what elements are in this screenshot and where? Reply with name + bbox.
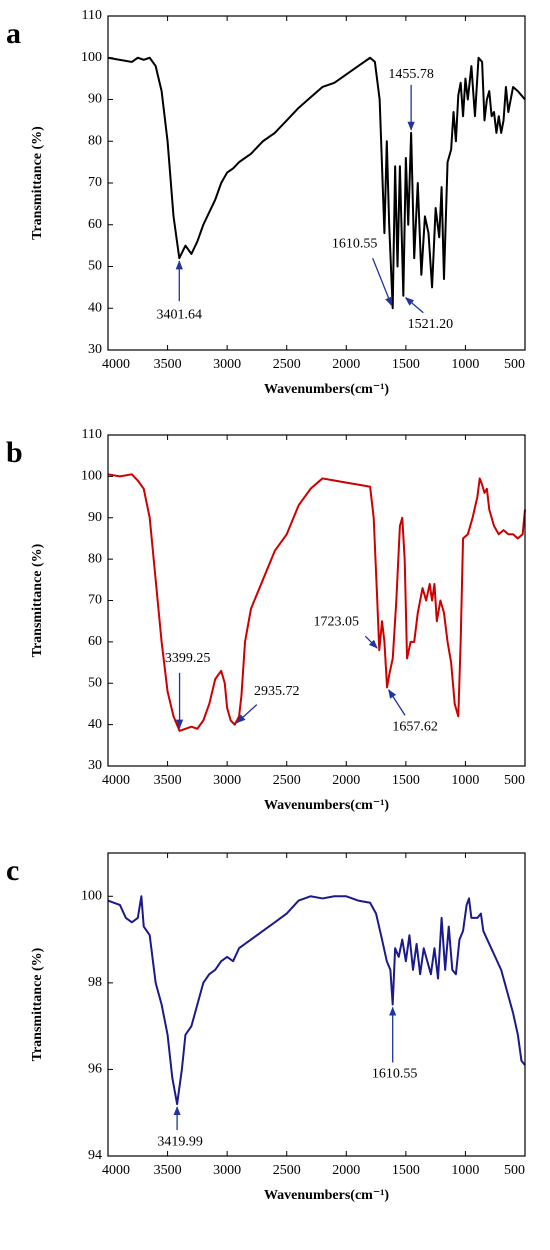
y-tick-label: 50	[88, 259, 102, 274]
spectrum-line	[107, 895, 526, 1106]
y-tick-label: 110	[82, 8, 102, 23]
y-tick-label: 30	[88, 758, 102, 773]
y-tick-label: 98	[88, 975, 102, 990]
y-tick-label: 30	[88, 342, 102, 357]
x-tick-label: 2000	[332, 773, 360, 788]
x-tick-label: 4000	[102, 357, 130, 372]
annotation-label: 2935.72	[254, 684, 300, 699]
x-tick-label: 1500	[392, 357, 420, 372]
y-axis-label: Transmittance (%)	[30, 126, 45, 240]
annotation-label: 3401.64	[157, 307, 203, 322]
x-tick-label: 1000	[451, 773, 479, 788]
spectrum-line	[107, 56, 526, 310]
annotation-label: 3399.25	[165, 651, 211, 666]
x-tick-label: 1000	[451, 357, 479, 372]
x-axis-label: Wavenumbers(cm⁻¹)	[264, 798, 389, 813]
annotation-label: 1657.62	[392, 720, 438, 735]
y-tick-label: 110	[82, 427, 102, 442]
y-tick-label: 80	[88, 133, 102, 148]
x-tick-label: 500	[504, 357, 525, 372]
annotation-arrow	[364, 635, 378, 649]
x-axis-label: Wavenumbers(cm⁻¹)	[264, 1188, 389, 1203]
x-tick-label: 3500	[154, 357, 182, 372]
plot-frame	[107, 852, 526, 1157]
y-axis-label: Transmittance (%)	[30, 543, 45, 657]
y-tick-label: 94	[88, 1148, 102, 1163]
x-tick-label: 2000	[332, 1163, 360, 1178]
annotation-label: 1521.20	[408, 317, 454, 332]
panel: 4000 3500 3000 2500 2000 1500 1000 500 94 96 98 100…	[6, 852, 526, 1203]
x-tick-label: 2500	[273, 1163, 301, 1178]
y-tick-label: 40	[88, 300, 102, 315]
y-tick-label: 80	[88, 551, 102, 566]
annotation-arrow	[388, 689, 406, 716]
x-tick-label: 3000	[213, 357, 241, 372]
y-tick-label: 60	[88, 634, 102, 649]
panel-label: c	[6, 854, 19, 887]
x-tick-label: 500	[504, 1163, 525, 1178]
annotation-arrow	[404, 297, 424, 314]
annotation-arrow	[372, 258, 393, 307]
y-tick-label: 100	[81, 50, 102, 65]
x-tick-label: 3000	[213, 773, 241, 788]
x-tick-label: 4000	[102, 773, 130, 788]
y-tick-label: 50	[88, 675, 102, 690]
annotation-label: 1723.05	[314, 614, 360, 629]
y-tick-label: 40	[88, 717, 102, 732]
x-tick-label: 1500	[392, 1163, 420, 1178]
x-tick-label: 2000	[332, 357, 360, 372]
panel: 4000 3500 3000 2500 2000 1500 1000 500 30 40 50 60 7…	[6, 427, 526, 813]
panel-label: b	[6, 436, 23, 469]
spectrum-line	[107, 473, 526, 732]
annotation-label: 1610.55	[332, 236, 378, 251]
panel: 4000 3500 3000 2500 2000 1500 1000 500 30 40 50 60 7…	[6, 8, 526, 397]
y-tick-label: 90	[88, 510, 102, 525]
annotation-label: 1610.55	[372, 1067, 418, 1082]
x-tick-label: 1500	[392, 773, 420, 788]
y-tick-label: 100	[81, 889, 102, 904]
annotation-label: 1455.78	[388, 67, 434, 82]
x-tick-label: 2500	[273, 357, 301, 372]
x-tick-label: 3500	[154, 1163, 182, 1178]
x-tick-label: 3000	[213, 1163, 241, 1178]
x-tick-label: 4000	[102, 1163, 130, 1178]
x-tick-label: 3500	[154, 773, 182, 788]
y-tick-label: 70	[88, 593, 102, 608]
annotation-arrow	[236, 704, 258, 724]
y-tick-label: 100	[81, 469, 102, 484]
y-axis-label: Transmittance (%)	[30, 947, 45, 1061]
x-tick-label: 500	[504, 773, 525, 788]
y-tick-label: 70	[88, 175, 102, 190]
x-axis-label: Wavenumbers(cm⁻¹)	[264, 382, 389, 397]
x-tick-label: 1000	[451, 1163, 479, 1178]
x-tick-label: 2500	[273, 773, 301, 788]
panel-label: a	[6, 17, 21, 50]
y-tick-label: 90	[88, 92, 102, 107]
y-tick-label: 96	[88, 1062, 102, 1077]
annotation-label: 3419.99	[157, 1134, 203, 1149]
y-tick-label: 60	[88, 217, 102, 232]
